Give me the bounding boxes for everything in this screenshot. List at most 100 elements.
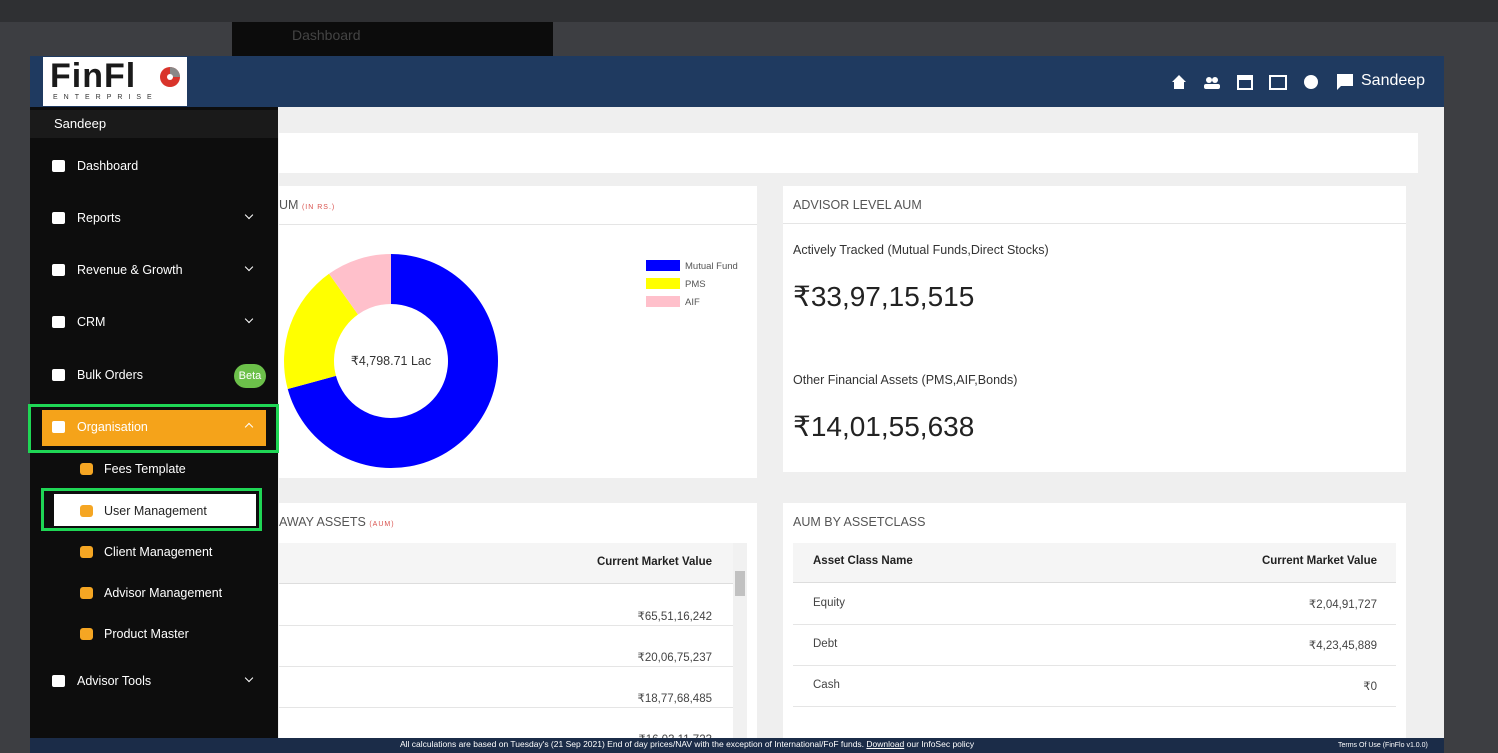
label: Revenue & Growth [77, 263, 183, 277]
logo-mark [160, 67, 180, 87]
row-line [279, 625, 733, 626]
table-header [279, 543, 733, 584]
divider [279, 224, 757, 225]
chat-icon[interactable] [1336, 73, 1354, 91]
logo-subtitle: ENTERPRISE [53, 94, 158, 101]
label: Organisation [77, 420, 148, 434]
divider [783, 223, 1406, 224]
away-card: AWAY ASSETS (AUM) Current Market Value ₹… [279, 503, 757, 740]
chevron [244, 262, 254, 272]
cell: ₹20,06,75,237 [637, 652, 712, 664]
sidebar-item[interactable]: Organisation [30, 414, 278, 440]
chevron [244, 314, 254, 324]
row-line [279, 707, 733, 708]
icon [80, 587, 93, 599]
sidebar-sub-item[interactable]: Product Master [30, 621, 278, 647]
legend-label: Mutual Fund [685, 261, 738, 272]
sidebar-item[interactable]: Revenue & Growth [30, 257, 278, 283]
sidebar-item[interactable]: Advisor Tools [30, 668, 278, 694]
card-title: ADVISOR LEVEL AUM [793, 198, 922, 212]
cell: Cash [813, 679, 840, 691]
background-tab: Dashboard [232, 22, 553, 56]
label: Advisor Tools [77, 674, 152, 688]
other-value: ₹14,01,55,638 [793, 411, 975, 442]
cell: ₹18,77,68,485 [637, 693, 712, 705]
legend-label: PMS [685, 279, 706, 290]
chevron [244, 673, 254, 683]
label: Bulk Orders [77, 368, 143, 382]
icon [52, 421, 65, 433]
sidebar-sub-item[interactable]: Client Management [30, 539, 278, 565]
sidebar-item[interactable]: Bulk Orders [30, 362, 278, 388]
row-line [793, 665, 1396, 666]
center-label: ₹4,798.71 Lac [351, 354, 431, 368]
icon [52, 212, 65, 224]
row-line [793, 706, 1396, 707]
assetclass-card: AUM BY ASSETCLASS Asset Class Name Curre… [783, 503, 1406, 740]
footer-right[interactable]: Terms Of Use (FinFlo v1.0.0) [1338, 742, 1428, 749]
footer: All calculations are based on Tuesday's … [30, 738, 1444, 753]
icon [52, 264, 65, 276]
advisor-card: ADVISOR LEVEL AUM Actively Tracked (Mutu… [783, 186, 1406, 472]
sidebar-item[interactable]: CRM [30, 309, 278, 335]
cell: ₹0 [1363, 681, 1377, 693]
sidebar-sub-item[interactable]: Fees Template [30, 456, 278, 482]
donut-slice [329, 254, 391, 315]
scrollbar[interactable] [733, 543, 747, 740]
label: Fees Template [104, 462, 186, 476]
legend-swatch [646, 278, 680, 289]
active-bg [42, 410, 266, 446]
icon [52, 675, 65, 687]
other-label: Other Financial Assets (PMS,AIF,Bonds) [793, 373, 1018, 387]
tracked-value: ₹33,97,15,515 [793, 281, 975, 312]
icon [52, 369, 65, 381]
donut-chart: Mutual Fund PMS AIF ₹4,798.71 Lac [284, 254, 738, 468]
label: CRM [77, 315, 106, 329]
donut-slice [284, 273, 358, 389]
cell: Equity [813, 597, 845, 609]
top-card [279, 133, 1418, 173]
unit: (AUM) [369, 521, 395, 528]
row-line [793, 624, 1396, 625]
card-title: UM (IN RS.) [279, 198, 335, 212]
logo: FinFl ENTERPRISE [43, 57, 187, 106]
legend-label: AIF [685, 297, 700, 308]
top-strip [0, 0, 1498, 22]
sidebar-sub-item[interactable]: User Management [30, 498, 278, 524]
download-link[interactable]: Download [866, 739, 905, 749]
icon [80, 463, 93, 475]
footer-text: All calculations are based on Tuesday's … [400, 738, 974, 750]
header-cell: Asset Class Name [813, 555, 913, 567]
chevron [244, 422, 254, 432]
row-line [279, 666, 733, 667]
card-title: AWAY ASSETS (AUM) [279, 515, 395, 529]
header-cell: Current Market Value [596, 556, 712, 568]
title: UM [279, 198, 299, 212]
label: User Management [104, 504, 207, 518]
icon [80, 628, 93, 640]
chevron [244, 210, 254, 220]
sidebar-item[interactable]: Reports [30, 205, 278, 231]
text: our InfoSec policy [906, 739, 975, 749]
label: Advisor Management [104, 586, 223, 600]
donut-slice [287, 254, 499, 468]
header-user[interactable]: Sandeep [1361, 72, 1426, 89]
text: All calculations are based on Tuesday's … [400, 739, 865, 749]
header-icons[interactable] [1168, 72, 1328, 92]
cell: Debt [813, 638, 838, 650]
legend-swatch [646, 260, 680, 271]
label: Client Management [104, 545, 213, 559]
card-title: AUM BY ASSETCLASS [793, 515, 926, 529]
sidebar-item[interactable]: Dashboard [30, 153, 278, 179]
cell: ₹16,03,11,723 [638, 734, 712, 740]
legend-swatch [646, 296, 680, 307]
highlight-box [41, 488, 262, 531]
icon [80, 505, 93, 517]
sidebar-sub-item[interactable]: Advisor Management [30, 580, 278, 606]
label: Reports [77, 211, 121, 225]
title: AWAY ASSETS [279, 515, 366, 529]
cell: ₹65,51,16,242 [637, 611, 712, 623]
cell: ₹2,04,91,727 [1308, 599, 1377, 611]
cell: ₹4,23,45,889 [1308, 640, 1377, 652]
